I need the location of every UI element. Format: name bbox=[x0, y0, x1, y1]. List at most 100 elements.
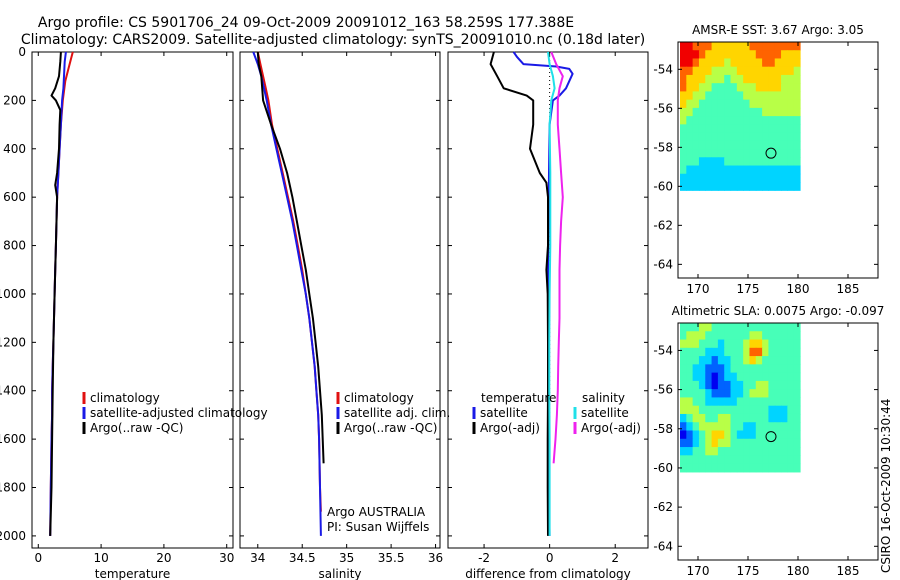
sst_map-cell bbox=[749, 149, 757, 158]
sst_map-cell bbox=[743, 50, 751, 60]
sst_map-cell bbox=[768, 74, 776, 84]
sla_map-cell bbox=[724, 331, 732, 341]
sla_map-cell bbox=[743, 380, 751, 390]
sla_map-cell bbox=[711, 389, 719, 399]
sla_map-cell bbox=[711, 447, 719, 456]
sst_map-xtick-label: 170 bbox=[687, 282, 710, 296]
sla_map-cell bbox=[755, 405, 763, 415]
sst_map-cell bbox=[711, 107, 719, 117]
sst_map-cell bbox=[730, 58, 738, 68]
sst_map-cell bbox=[755, 99, 763, 109]
sla_map-cell bbox=[743, 347, 751, 357]
sst_map-cell bbox=[762, 91, 770, 101]
sst_map-cell bbox=[724, 165, 732, 175]
sla_map-ytick-label: -64 bbox=[653, 539, 673, 553]
salinity-axes-frame bbox=[239, 51, 441, 549]
sst_map-cell bbox=[749, 74, 757, 84]
sst_map-cell bbox=[692, 74, 700, 84]
sla_map-cell bbox=[736, 422, 744, 432]
sla_map-cell bbox=[698, 323, 706, 332]
sst_map-cell bbox=[680, 107, 687, 117]
sla_map-cell bbox=[787, 455, 795, 465]
sst_map-cell bbox=[743, 83, 751, 93]
sst_map-cell bbox=[736, 50, 744, 60]
sla_map-cell bbox=[793, 463, 801, 473]
sla_map-cell bbox=[787, 447, 795, 456]
sst_map-cell bbox=[692, 132, 700, 142]
sst_map-cell bbox=[730, 124, 738, 134]
sla_map-cell bbox=[698, 380, 706, 390]
sst_map-cell bbox=[755, 50, 763, 60]
sla_map-cell bbox=[793, 339, 801, 349]
sst_map-cell bbox=[698, 165, 706, 175]
sla_map-cell bbox=[736, 430, 744, 440]
sst_map-cell bbox=[692, 58, 700, 68]
sla_map-cell bbox=[774, 323, 782, 332]
sla_map-cell bbox=[774, 356, 782, 365]
sla_map-cell bbox=[781, 347, 788, 357]
sla_map-cell bbox=[692, 323, 700, 332]
sst_map-cell bbox=[736, 116, 744, 125]
sla_map-cell bbox=[743, 438, 751, 448]
sst_map-cell bbox=[787, 66, 795, 76]
sst_map-cell bbox=[686, 149, 694, 158]
sst_map-cell bbox=[787, 132, 795, 142]
sst_map-cell bbox=[736, 124, 744, 134]
sst_map-cell bbox=[736, 140, 744, 150]
sla_map-cell bbox=[774, 447, 782, 456]
sst_map-cell bbox=[749, 99, 757, 109]
sst_map-cell bbox=[686, 182, 694, 191]
sla_map-cell bbox=[680, 364, 687, 374]
sla_map-cell bbox=[698, 447, 706, 456]
sla_map-cell bbox=[749, 372, 757, 382]
sla_map-cell bbox=[774, 380, 782, 390]
sla_map-cell bbox=[762, 405, 770, 415]
sla_map-cell bbox=[717, 405, 725, 415]
sst_map-cell bbox=[686, 116, 694, 125]
sst_map-cell bbox=[793, 83, 801, 93]
sst_map-cell bbox=[692, 91, 700, 101]
sla_map-cell bbox=[717, 389, 725, 399]
sla_map-cell bbox=[768, 438, 776, 448]
sst_map-cell bbox=[787, 99, 795, 109]
sst_map-cell bbox=[698, 50, 706, 60]
sla_map-cell bbox=[692, 331, 700, 341]
sla_map-cell bbox=[793, 389, 801, 399]
sst_map-cell bbox=[705, 149, 713, 158]
sst_map-cell bbox=[755, 149, 763, 158]
sst_map-cell bbox=[743, 99, 751, 109]
sla_map-cell bbox=[749, 463, 757, 473]
sla_map-cell bbox=[705, 364, 713, 374]
sla_map-cell bbox=[717, 356, 725, 365]
sst_map-cell bbox=[793, 140, 801, 150]
sst_map-cell bbox=[781, 173, 788, 183]
sla_map-cell bbox=[686, 438, 694, 448]
sla_map-cell bbox=[768, 397, 776, 407]
sla_map-cell bbox=[717, 447, 725, 456]
sla_map-xtick-label: 180 bbox=[787, 564, 810, 578]
sst_map-cell bbox=[698, 173, 706, 183]
sst_map-cell bbox=[717, 83, 725, 93]
sst_map-cell bbox=[692, 173, 700, 183]
sla_map-cell bbox=[749, 389, 757, 399]
sst_map-cell bbox=[774, 116, 782, 125]
sla_map-cell bbox=[768, 347, 776, 357]
sst_map-cell bbox=[743, 173, 751, 183]
sst_map-cell bbox=[724, 149, 732, 158]
difference-series-salinity-salinity_satellite-line bbox=[547, 51, 556, 536]
sla_map-cell bbox=[705, 447, 713, 456]
sla_map-cell bbox=[692, 438, 700, 448]
sla_map-cell bbox=[705, 430, 713, 440]
sst_map-cell bbox=[705, 74, 713, 84]
sla_map-cell bbox=[755, 364, 763, 374]
sst_map-cell bbox=[736, 42, 744, 51]
sla_map-cell bbox=[711, 430, 719, 440]
salinity-annotation-line: Argo AUSTRALIA bbox=[327, 505, 426, 519]
sst_map-cell bbox=[711, 157, 719, 167]
sla_map-cell bbox=[717, 323, 725, 332]
sst_map-cell bbox=[774, 58, 782, 68]
sst_map-cell bbox=[680, 132, 687, 142]
sst_map-cell bbox=[787, 149, 795, 158]
difference-series-temperature-satellite-line bbox=[512, 51, 574, 536]
sla_map-cell bbox=[743, 405, 751, 415]
